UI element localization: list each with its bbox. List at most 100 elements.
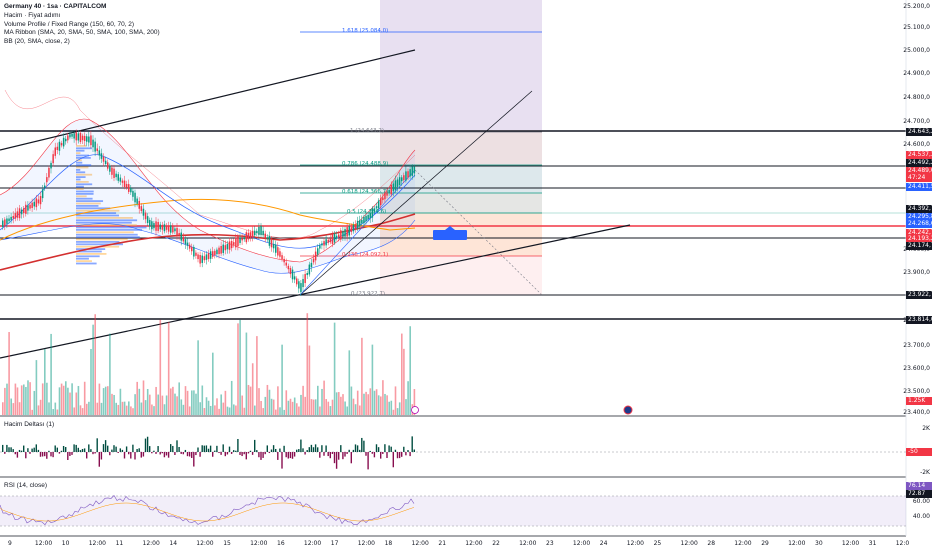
volume-bar	[356, 390, 359, 415]
delta-bar	[237, 438, 239, 452]
volume-profile-bar	[76, 238, 128, 241]
volume-bar	[260, 400, 262, 415]
volume-bar	[325, 399, 327, 415]
volume-bar	[262, 408, 264, 415]
volume-profile-bar	[76, 224, 137, 226]
candle-body	[382, 197, 384, 201]
time-axis-label: 29	[761, 540, 769, 547]
volume-bar	[35, 360, 38, 415]
candle-body	[83, 135, 86, 141]
candle-body	[302, 279, 304, 288]
delta-bar	[115, 446, 117, 452]
volume-bar	[104, 386, 107, 415]
delta-bar	[79, 450, 82, 452]
symbol-title[interactable]: Germany 40 · 1sa · CAPITALCOM	[4, 3, 107, 10]
candle-body	[165, 226, 168, 230]
delta-bar	[178, 446, 180, 452]
candle-body	[388, 190, 390, 194]
candle-body	[144, 212, 147, 220]
delta-bar	[199, 452, 201, 457]
candle-body	[251, 230, 254, 238]
candle-body	[117, 174, 119, 181]
volume-profile-bar	[76, 257, 89, 260]
rsi-pane-title[interactable]: RSI (14, close)	[4, 482, 47, 489]
candle-body	[293, 276, 296, 280]
delta-bar	[386, 452, 388, 459]
volume-profile-legend[interactable]: Volume Profile / Fixed Range (150, 60, 7…	[4, 20, 135, 28]
candle-body	[12, 215, 14, 219]
volume-bar	[174, 393, 176, 415]
candle-body	[407, 171, 409, 178]
candle-body	[237, 236, 239, 247]
volume-bar	[167, 322, 170, 415]
candle-body	[346, 227, 348, 237]
candle-body	[10, 216, 12, 221]
pane-axis-label: 40.00	[912, 513, 930, 520]
volume-bar	[193, 390, 195, 415]
candle-body	[300, 283, 302, 293]
volume-bar	[251, 363, 254, 415]
volume-bar	[216, 398, 218, 415]
candle-body	[245, 232, 248, 243]
bollinger-legend[interactable]: BB (20, SMA, close, 2)	[4, 37, 70, 45]
candle-body	[176, 227, 178, 236]
volume-bar	[107, 386, 109, 415]
delta-bar	[333, 452, 336, 464]
candle-body	[130, 188, 132, 193]
delta-bar	[314, 444, 317, 452]
delta-bar	[228, 446, 231, 452]
time-axis-label: 18	[384, 540, 393, 547]
delta-pane-title[interactable]: Hacim Deltası (1)	[4, 421, 55, 428]
volume-bar	[386, 395, 388, 415]
delta-bar	[342, 452, 344, 460]
delta-bar	[81, 448, 84, 452]
candle-body	[317, 248, 319, 255]
time-axis-label: 10	[61, 540, 70, 547]
time-axis-label: 12:00	[572, 540, 591, 547]
price-tag: 24.537,3	[906, 151, 932, 159]
volume-profile-bar	[76, 221, 132, 224]
price-tag: 24.492,2	[906, 159, 932, 167]
candle-body	[310, 262, 313, 268]
candle-body	[327, 239, 329, 243]
volume-profile-bar	[76, 166, 89, 169]
volume-bar	[132, 408, 134, 415]
volume-bar	[317, 385, 319, 415]
delta-bar	[398, 452, 401, 459]
delta-bar	[251, 452, 254, 455]
delta-bar	[275, 448, 277, 452]
delta-bar	[86, 452, 88, 459]
candle-body	[281, 255, 283, 260]
volume-bar	[136, 381, 138, 415]
volume-bar	[92, 324, 94, 415]
time-axis-label: 22	[492, 540, 500, 547]
delta-bar	[35, 444, 37, 452]
volume-bar	[134, 394, 136, 415]
time-axis-label: 12:00	[411, 540, 429, 547]
candle-body	[306, 273, 308, 276]
candle-body	[201, 255, 203, 263]
ma-ribbon-legend[interactable]: MA Ribbon (SMA, 20, SMA, 50, SMA, 100, S…	[4, 29, 160, 36]
delta-bar	[102, 444, 105, 452]
delta-bar	[390, 446, 392, 452]
volume-legend[interactable]: Hacim · Fiyat adımı	[4, 12, 61, 19]
delta-bar	[25, 452, 27, 459]
delta-bar	[165, 452, 168, 456]
volume-bar	[151, 404, 153, 415]
volume-bar	[277, 386, 279, 415]
volume-bar	[392, 409, 395, 415]
delta-bar	[109, 452, 111, 456]
candle-body	[75, 132, 77, 141]
price-axis-label: 25.100,0	[903, 24, 930, 31]
delta-bar	[329, 452, 331, 459]
volume-bar	[4, 387, 6, 415]
candle-body	[352, 224, 355, 232]
price-axis-label: 24.700,0	[903, 118, 930, 125]
volume-bar	[60, 383, 63, 415]
delta-bar	[117, 452, 119, 454]
delta-bar	[153, 450, 155, 452]
delta-bar	[142, 452, 145, 457]
volume-bar	[264, 396, 267, 415]
